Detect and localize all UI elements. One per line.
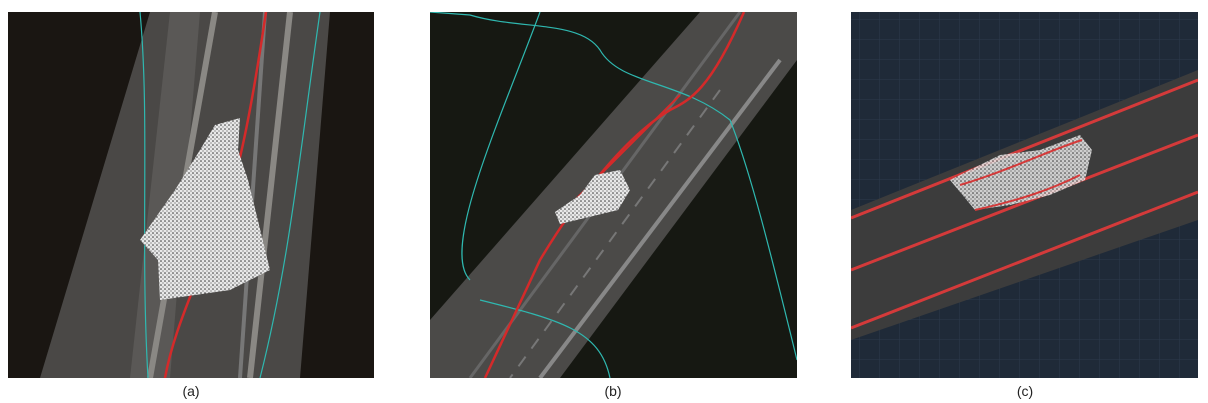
panel-caption: (b)	[604, 383, 621, 399]
panel-b-image	[430, 12, 797, 378]
panel-caption: (c)	[1017, 383, 1033, 399]
panel-a-image	[8, 12, 374, 378]
figure: (a) (b) (c)	[0, 0, 1208, 403]
panel-c-image	[851, 12, 1198, 378]
panel-caption: (a)	[182, 383, 199, 399]
